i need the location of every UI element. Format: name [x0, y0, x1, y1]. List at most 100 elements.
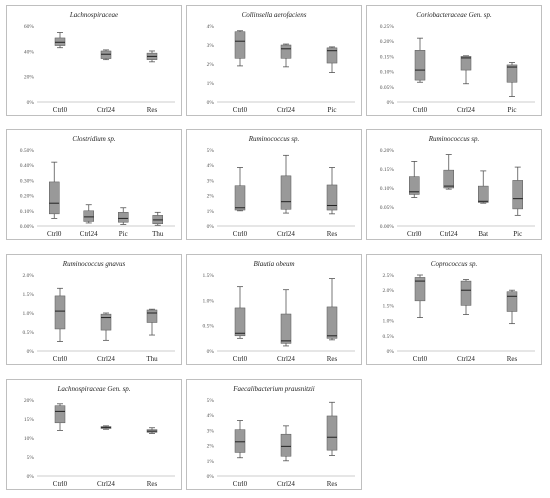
- x-category-label: Ctrl0: [53, 106, 68, 114]
- iqr-box: [414, 50, 426, 81]
- box-2: [146, 427, 158, 434]
- x-category-label: Ctrl0: [53, 480, 68, 488]
- chart-title: Clostridium sp.: [72, 135, 116, 143]
- iqr-box: [506, 291, 518, 312]
- iqr-box: [280, 175, 292, 210]
- box-0: [54, 403, 66, 431]
- box-plot-panel: Ruminococcus gnavus 0% 0.5% 1.0% 1.5% 2.0% Ctr…: [6, 254, 182, 365]
- x-category-label: Ctrl0: [233, 230, 248, 238]
- chart-title: Ruminococcus sp.: [248, 135, 300, 143]
- box-0: [234, 30, 246, 67]
- x-category-label: Ctrl0: [233, 480, 248, 488]
- box-2: [506, 62, 518, 97]
- box-1: [100, 49, 112, 61]
- x-category-label: Pic: [508, 106, 517, 114]
- iqr-box: [443, 169, 454, 189]
- box-2: [506, 289, 518, 325]
- x-category-label: Res: [327, 480, 338, 488]
- box-1: [460, 55, 472, 85]
- x-category-label: Pic: [119, 230, 128, 238]
- box-3: [152, 211, 163, 226]
- y-tick-label: 2%: [207, 194, 215, 200]
- y-tick-label: 0.00%: [20, 224, 35, 230]
- box-plot-svg: 0% 1% 2% 3% 4% Ctrl0 Ctrl24 Pic: [207, 24, 355, 114]
- x-category-label: Ctrl0: [53, 355, 68, 363]
- box-plot-panel: Coprococcus sp. 0% 0.5% 1.0% 1.5% 2.0% 2.5% Ctr…: [366, 254, 542, 365]
- x-category-label: Ctrl0: [233, 355, 248, 363]
- iqr-box: [460, 280, 472, 306]
- y-tick-label: 0.20%: [380, 39, 395, 45]
- box-plot-panel: Ruminococcus sp. 0.00% 0.05% 0.10% 0.15% 0.20…: [366, 129, 542, 240]
- box-0: [234, 167, 246, 212]
- x-category-label: Ctrl24: [277, 106, 295, 114]
- box-plot-svg: 0% 1% 2% 3% 4% 5% Ctrl0 Ctrl24 Res: [207, 398, 355, 488]
- y-tick-label: 4%: [207, 413, 215, 419]
- box-2: [326, 46, 338, 73]
- y-tick-label: 0.15%: [380, 167, 395, 173]
- iqr-box: [280, 313, 292, 344]
- iqr-box: [506, 64, 518, 83]
- y-tick-label: 0.30%: [20, 178, 35, 184]
- y-tick-label: 0.5%: [383, 334, 395, 340]
- box-plot-panel: Lachnospiraceae 0% 20% 40% 60% Ctrl0 Ctrl24 Res: [6, 5, 182, 116]
- box-0: [234, 286, 246, 339]
- iqr-box: [478, 185, 489, 203]
- y-tick-label: 1.0%: [23, 311, 35, 317]
- iqr-box: [234, 185, 246, 211]
- box-1: [280, 425, 292, 462]
- x-category-label: Res: [147, 480, 158, 488]
- iqr-box: [100, 50, 112, 59]
- box-0: [54, 287, 66, 342]
- chart-title: Coriobacteraceae Gen. sp.: [416, 11, 492, 19]
- iqr-box: [49, 181, 60, 215]
- box-1: [83, 204, 94, 224]
- y-tick-label: 0.50%: [20, 148, 35, 154]
- box-plot-svg: 0% 0.5% 1.0% 1.5% 2.0% Ctrl0 Ctrl24 Thu: [23, 273, 175, 363]
- y-tick-label: 3%: [207, 43, 215, 49]
- y-tick-label: 0%: [27, 474, 35, 480]
- y-tick-label: 3%: [207, 428, 215, 434]
- iqr-box: [83, 210, 94, 222]
- x-category-label: Ctrl0: [413, 355, 428, 363]
- y-tick-label: 0.10%: [20, 209, 35, 215]
- iqr-box: [234, 307, 246, 337]
- box-1: [280, 43, 292, 68]
- box-0: [234, 420, 246, 459]
- box-2: [146, 50, 158, 63]
- y-tick-label: 0.15%: [380, 54, 395, 60]
- x-category-label: Ctrl0: [413, 106, 428, 114]
- y-tick-label: 2.0%: [23, 273, 35, 279]
- chart-title: Coprococcus sp.: [430, 260, 478, 268]
- box-1: [100, 425, 112, 430]
- x-category-label: Ctrl0: [47, 230, 62, 238]
- iqr-box: [234, 429, 246, 453]
- chart-title: Blautia obeum: [253, 260, 295, 268]
- y-tick-label: 15%: [24, 417, 35, 423]
- iqr-box: [409, 176, 420, 195]
- box-2: [326, 278, 338, 341]
- box-1: [280, 289, 292, 347]
- box-plot-panel: Lachnospiraceae Gen. sp. 0% 5% 10% 15% 20% Ctr…: [6, 379, 182, 490]
- iqr-box: [146, 309, 158, 323]
- x-category-label: Bat: [478, 230, 488, 238]
- box-plot-panel: Ruminococcus sp. 0% 1% 2% 3% 4% 5% Ctrl0 Ctrl24 R…: [186, 129, 362, 240]
- iqr-box: [512, 180, 523, 210]
- y-tick-label: 40%: [24, 49, 35, 55]
- x-category-label: Ctrl24: [277, 480, 295, 488]
- box-2: [146, 308, 158, 336]
- box-plot-svg: 0% 20% 40% 60% Ctrl0 Ctrl24 Res: [24, 24, 175, 114]
- iqr-box: [54, 405, 66, 424]
- y-tick-label: 0%: [207, 349, 215, 355]
- box-plot-svg: 0% 0.05% 0.10% 0.15% 0.20% 0.25% Ctrl0 Ctrl24 Pi…: [380, 24, 535, 114]
- y-tick-label: 0.20%: [20, 194, 35, 200]
- y-tick-label: 0%: [387, 349, 395, 355]
- y-tick-label: 0.10%: [380, 70, 395, 76]
- x-category-label: Ctrl24: [277, 230, 295, 238]
- iqr-box: [326, 306, 338, 339]
- y-tick-label: 10%: [24, 436, 35, 442]
- x-category-label: Ctrl24: [97, 480, 115, 488]
- x-category-label: Pic: [328, 106, 337, 114]
- iqr-box: [100, 313, 112, 331]
- box-plot-panel: Clostridium sp. 0.00% 0.10% 0.20% 0.30% 0.40%…: [6, 129, 182, 240]
